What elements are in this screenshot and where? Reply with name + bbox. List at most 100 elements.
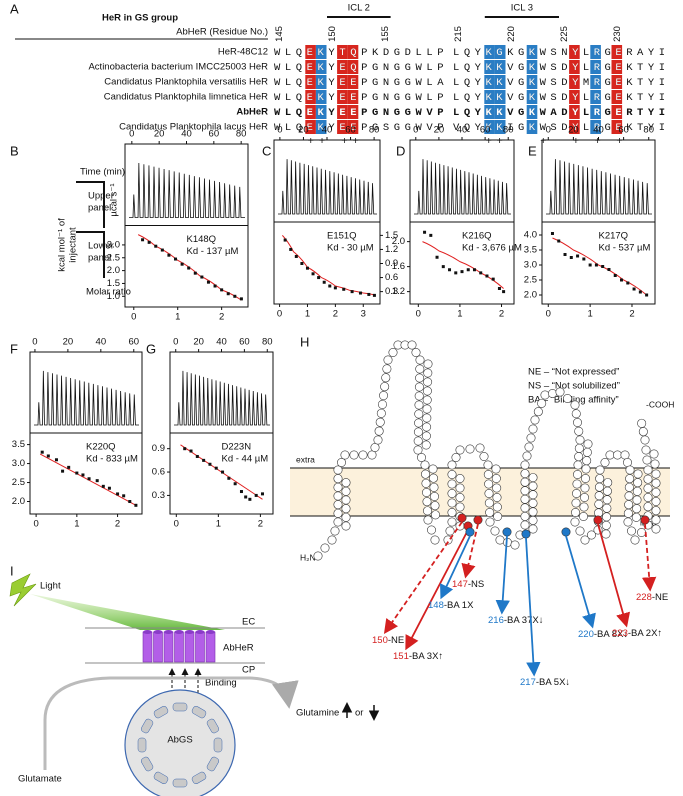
residue: [528, 498, 538, 508]
data-point: [183, 447, 187, 451]
thermogram: [174, 370, 270, 426]
residue: [340, 450, 350, 460]
mutation-effect: -NE: [388, 635, 404, 646]
legend-bracket: [76, 181, 105, 278]
gs-enzyme: [124, 689, 236, 796]
residue: [430, 510, 440, 520]
time-tick-label: 80: [503, 125, 514, 136]
residue-number: 215: [453, 26, 464, 42]
time-tick-label: 20: [63, 337, 74, 348]
product-label: Glutamine: [296, 708, 339, 719]
residue-highlight: [347, 75, 359, 89]
residue: [633, 469, 643, 479]
mutation-effect: -BA 3X↑: [409, 651, 443, 662]
residue: [594, 491, 604, 501]
data-point: [254, 493, 258, 497]
y-tick-label: 3.0: [524, 260, 537, 271]
mutated-residue: [457, 513, 467, 523]
residue: [484, 498, 494, 508]
residue: [571, 488, 581, 498]
mutation-effect: -BA 1X: [444, 600, 474, 611]
residue: [447, 460, 457, 470]
itc-legend: Time (min) µcal s⁻¹ Upper panel Lower pa…: [57, 167, 131, 298]
data-point: [180, 262, 184, 266]
residue: [422, 395, 432, 405]
residue: [341, 486, 351, 496]
alignment-title: HeR in GS group: [102, 13, 178, 24]
time-tick-label: 20: [298, 125, 309, 136]
data-point: [75, 471, 79, 475]
y-tick-label: 3.5: [524, 245, 537, 256]
residue-highlight: [569, 120, 580, 134]
data-point: [154, 244, 158, 248]
residue: [574, 452, 584, 462]
residue: [492, 502, 502, 512]
time-tick-label: 0: [173, 337, 178, 348]
time-tick-label: 80: [236, 129, 247, 140]
residue: [422, 413, 432, 423]
gs-detail: [137, 702, 223, 788]
residue: [640, 435, 650, 445]
residue-highlight: [569, 90, 580, 104]
sequence: WLQEKYTQPKDGDLLP: [274, 47, 444, 59]
c-terminus: -COOH: [646, 399, 674, 409]
mutated-residue: [473, 515, 483, 525]
residue: [651, 469, 661, 479]
residue-highlight: [526, 75, 538, 89]
data-point: [167, 253, 171, 257]
residue: [333, 500, 343, 510]
residue: [420, 460, 430, 470]
data-point: [294, 254, 298, 258]
residue: [479, 451, 489, 461]
residue: [422, 506, 432, 516]
mutation-label: 147-NS: [452, 579, 484, 590]
residue: [414, 382, 424, 392]
kd-label: Kd - 30 µM: [327, 243, 374, 254]
data-point: [122, 494, 126, 498]
mutation-label: 216-BA 37X↓: [488, 615, 543, 626]
data-point: [221, 470, 225, 474]
residue: [341, 512, 351, 522]
residue-highlight: [569, 105, 580, 119]
species-name: Actinobacteria bacterium IMCC25003 HeR: [88, 62, 268, 73]
residue-id: 220: [578, 629, 594, 640]
herb-protein: [142, 630, 216, 663]
x-tick-label: 0: [131, 312, 136, 323]
residue-highlight: [305, 120, 316, 134]
residue: [367, 450, 377, 460]
thermogram: [34, 370, 139, 426]
residue: [447, 488, 457, 498]
residue: [626, 526, 636, 536]
y-tick-label: 0.9: [385, 258, 398, 269]
time-tick-label: 40: [457, 125, 468, 136]
residue: [581, 464, 591, 474]
kd-label: Kd - 137 µM: [187, 246, 239, 257]
y-tick-label: 3.5: [12, 439, 25, 450]
residue: [575, 435, 585, 445]
residue-highlight: [569, 60, 580, 74]
residue: [423, 377, 433, 387]
residue: [429, 491, 439, 501]
time-tick-label: 60: [209, 129, 220, 140]
y-tick-label: 3.0: [12, 458, 25, 469]
mutation-effect: -BA 5X↓: [536, 677, 570, 688]
residue: [651, 515, 661, 525]
data-point: [491, 277, 495, 281]
data-point: [576, 254, 580, 258]
data-point: [187, 266, 191, 270]
mutation-effect: -BA 2X↑: [628, 628, 662, 639]
sequence: WLQEKYEEPGNGGWLP: [274, 92, 444, 104]
residue: [475, 443, 485, 453]
gs-subunit: [172, 702, 188, 712]
mutation-label: 220-BA 8X↓: [578, 629, 628, 640]
residue-highlight: [484, 45, 495, 59]
residue: [620, 450, 630, 460]
gs-subunit: [153, 771, 169, 785]
helix: [205, 631, 216, 663]
residue: [493, 511, 503, 521]
data-point: [141, 238, 145, 242]
residue: [643, 502, 653, 512]
residue: [491, 464, 501, 474]
residue: [649, 449, 659, 459]
residue: [528, 481, 538, 491]
